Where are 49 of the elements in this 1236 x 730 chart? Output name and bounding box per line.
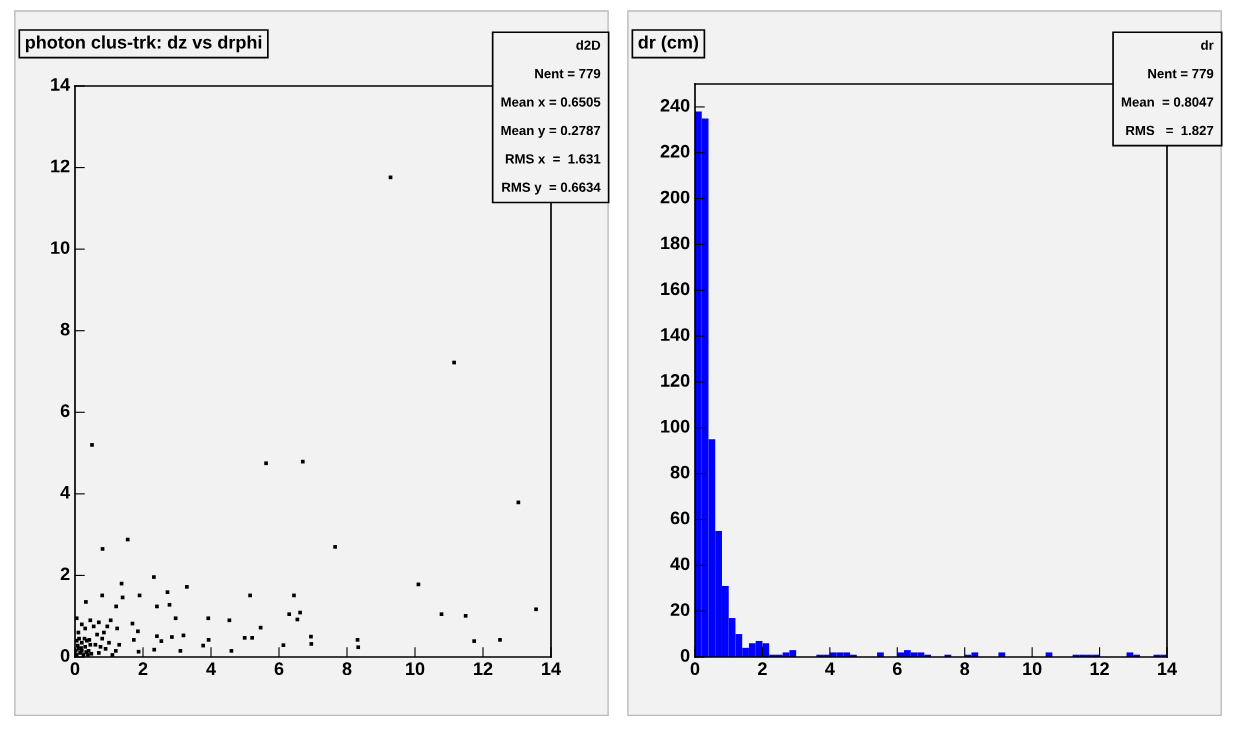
annotation: Mean = 0.8047	[1121, 97, 1214, 107]
y-tick-label: 120	[661, 374, 690, 387]
y-tick-label: 2	[60, 567, 70, 581]
y-tick-label: 8	[60, 322, 70, 336]
x-tick-label: 12	[474, 662, 493, 675]
text: dr	[1201, 40, 1214, 50]
x-tick-label: 14	[542, 662, 561, 675]
x-tick-label: 4	[825, 662, 835, 675]
y-tick-label: 220	[660, 144, 690, 158]
x-tick-label: 12	[1090, 662, 1109, 675]
y-tick-label: 0	[680, 649, 690, 662]
y-tick-label: 12	[51, 159, 70, 173]
annotation: RMS = 1.827	[1126, 125, 1214, 136]
y-tick-label: 6	[60, 404, 70, 418]
y-tick-label: 4	[60, 486, 71, 499]
x-tick-label: 10	[1023, 662, 1042, 676]
y-tick-label: 0	[60, 649, 70, 662]
y-tick-label: 100	[661, 419, 690, 433]
chart-title: dr (cm)	[638, 35, 699, 53]
x-tick-label: 6	[892, 662, 902, 676]
y-tick-label: 80	[670, 465, 690, 479]
x-tick-label: 4	[206, 662, 216, 675]
x-tick-label: 10	[406, 662, 425, 676]
annotation: Mean y = 0.2787	[501, 125, 601, 138]
y-tick-label: 240	[660, 98, 690, 112]
text: d2D	[576, 40, 601, 50]
y-tick-label: 180	[661, 236, 690, 250]
text: Nent = 779	[1148, 68, 1214, 79]
x-tick-label: 14	[1158, 662, 1177, 675]
x-tick-label: 8	[342, 662, 352, 676]
text: Nent = 779	[535, 68, 601, 79]
x-tick-label: 0	[70, 662, 80, 676]
annotation: Mean x = 0.6505	[501, 97, 601, 107]
y-tick-label: 10	[51, 241, 70, 254]
y-tick-label: 200	[660, 190, 690, 204]
y-tick-label: 160	[661, 282, 690, 296]
x-tick-label: 2	[138, 662, 148, 675]
x-tick-label: 0	[690, 662, 700, 676]
chart-title: photon clus-trk: dz vs drphi	[25, 35, 262, 53]
y-tick-label: 20	[670, 603, 690, 617]
x-tick-label: 6	[274, 662, 284, 676]
x-tick-label: 8	[960, 662, 970, 676]
y-tick-label: 140	[661, 328, 690, 341]
y-tick-label: 40	[670, 557, 690, 571]
annotation: RMS y = 0.6634	[502, 182, 601, 195]
x-tick-label: 2	[758, 662, 767, 675]
y-tick-label: 14	[51, 78, 71, 91]
annotation: RMS x = 1.631	[505, 154, 601, 164]
y-tick-label: 60	[670, 511, 690, 525]
